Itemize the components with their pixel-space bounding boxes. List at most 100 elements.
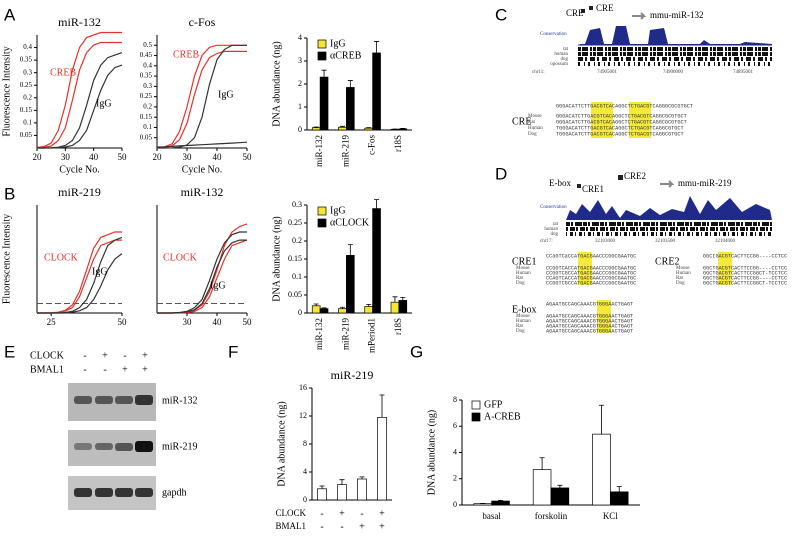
bar — [609, 491, 629, 506]
y-tick-label: 0.45 — [140, 51, 153, 59]
species-label: human — [554, 52, 568, 57]
genome-view-c: CRE CRE mmu-miR-132 Conservation rat hum… — [532, 3, 772, 75]
chart-title: miR-219 — [331, 368, 374, 382]
bar — [338, 308, 347, 314]
alignment-cre2: CRE2 GGCtGACGTCACTTCCGG----CCTCC Mouse H… — [655, 252, 787, 286]
sequence: CCGGTCGCCATGACGAACCCGGCGAATGC — [546, 280, 636, 286]
highlight — [718, 252, 732, 285]
error-bar — [321, 69, 327, 78]
y-axis-label: DNA abundance (ng) — [271, 41, 282, 127]
annotation: IgG — [96, 98, 112, 109]
alignment-title: E-box — [512, 304, 536, 315]
sequence: GGCTGACGTCACTTCCGGCT-TCCTCC — [703, 270, 787, 276]
bar — [377, 417, 387, 501]
error-bar — [598, 404, 604, 435]
bar — [317, 488, 327, 501]
curve — [157, 239, 247, 314]
consensus: CCaGTCaCCATGACGAACCCGGCGAATGC — [546, 253, 636, 259]
condition-label: CLOCK — [275, 508, 306, 518]
x-tick-label: 20 — [153, 152, 163, 162]
gene-arrow — [632, 12, 647, 20]
curve — [157, 44, 247, 149]
condition-label: BMAL1 — [30, 364, 64, 375]
chrom-label: chr11: — [532, 70, 545, 75]
legend-label: GFP — [484, 399, 503, 410]
alignment-rows — [566, 222, 772, 236]
sequence: CCGGTCACCATGACGAACCCGGCGAATGC — [546, 265, 636, 271]
y-axis-label: Fluorescence Intensity — [1, 214, 12, 304]
bar — [337, 484, 347, 501]
bar — [398, 300, 408, 314]
y-tick-label: 0.4 — [143, 61, 152, 69]
panel-label: A — [4, 5, 16, 24]
cre-marker — [577, 184, 581, 188]
condition-sign: + — [359, 521, 365, 532]
highlight — [597, 300, 611, 333]
y-tick-label: 8 — [303, 439, 307, 448]
sign: - — [103, 364, 106, 375]
y-tick-label: 0.15 — [288, 254, 302, 263]
y-tick-label: 0.05 — [140, 133, 153, 141]
species-label: Rat — [676, 276, 684, 281]
element-label: E-box — [549, 178, 571, 188]
sign: + — [122, 364, 128, 375]
legend-swatch — [317, 206, 327, 216]
condition-sign: - — [320, 521, 323, 532]
chrom-label: chr17: — [540, 239, 553, 244]
condition-sign: - — [320, 508, 323, 519]
position-label: 32103500 — [655, 239, 676, 244]
consensus: GGGACATTCTTGACGTCACAGGCTCTGACGTCAGGGCGCG… — [556, 103, 693, 109]
species-label: Dog — [528, 132, 537, 137]
element-label: CRE1 — [582, 184, 604, 194]
species-label: dog — [561, 57, 569, 62]
condition-label: BMAL1 — [275, 521, 306, 531]
x-tick-label: 30 — [183, 152, 193, 162]
y-tick-label: 1 — [298, 102, 302, 111]
species-label: Human — [676, 271, 691, 276]
position-label: 74905001 — [597, 70, 618, 75]
annotation: IgG — [210, 280, 226, 291]
curve — [36, 31, 122, 149]
bar — [550, 487, 570, 506]
annotation: CLOCK — [163, 252, 198, 263]
sequence: TGGGACATCTTGACGTCACAGGCTCTGACGTCAGGCGTGC… — [556, 131, 684, 137]
species-label: Human — [516, 271, 531, 276]
x-axis-label: Cycle No. — [59, 164, 100, 175]
highlight — [629, 102, 651, 138]
sign: + — [142, 350, 148, 361]
bar — [372, 208, 381, 314]
sequence: GGCTGACGTCACTTCCGG----CCTCC — [703, 265, 787, 271]
y-tick-label: 0.05 — [20, 131, 33, 139]
species-label: Mouse — [516, 314, 530, 319]
sequence: GGCTGACGTCACTTCCGG----CCTCC — [703, 275, 787, 281]
y-tick-label: 0.35 — [140, 72, 153, 80]
error-bar — [319, 485, 325, 489]
y-tick-label: 0.25 — [20, 81, 33, 89]
x-tick-label: KCl — [603, 511, 619, 521]
species-label: Dog — [516, 281, 525, 286]
y-axis-label: DNA abundance (ng) — [426, 410, 437, 496]
species-label: Rat — [516, 324, 524, 329]
position-label: 74895001 — [733, 70, 754, 75]
species-label: Human — [516, 319, 531, 324]
panel-label: B — [4, 184, 15, 203]
y-tick-label: 16 — [299, 383, 307, 392]
species-label: Mouse — [528, 114, 542, 119]
species-label: Rat — [516, 276, 524, 281]
x-tick-label: r18S — [393, 135, 403, 152]
y-tick-label: 0.2 — [23, 93, 32, 101]
gene-label: mmu-miR-132 — [650, 10, 704, 20]
x-tick-label: miR-219 — [340, 135, 350, 168]
y-tick-label: 0.2 — [143, 103, 152, 111]
legend-label: αCLOCK — [330, 217, 370, 228]
error-bar — [616, 486, 622, 492]
sequence: AGAATGCCAGCAAACGTGGGAACTGAGT — [546, 328, 633, 334]
sign: - — [123, 350, 126, 361]
y-tick-label: 0 — [453, 500, 457, 509]
cre-marker — [581, 9, 585, 13]
genome-view-d: E-box CRE1 CRE2 mmu-miR-219 Conservation… — [540, 171, 772, 244]
y-tick-label: 4 — [303, 467, 307, 476]
panel-label: D — [495, 164, 507, 183]
error-bar — [321, 307, 327, 309]
